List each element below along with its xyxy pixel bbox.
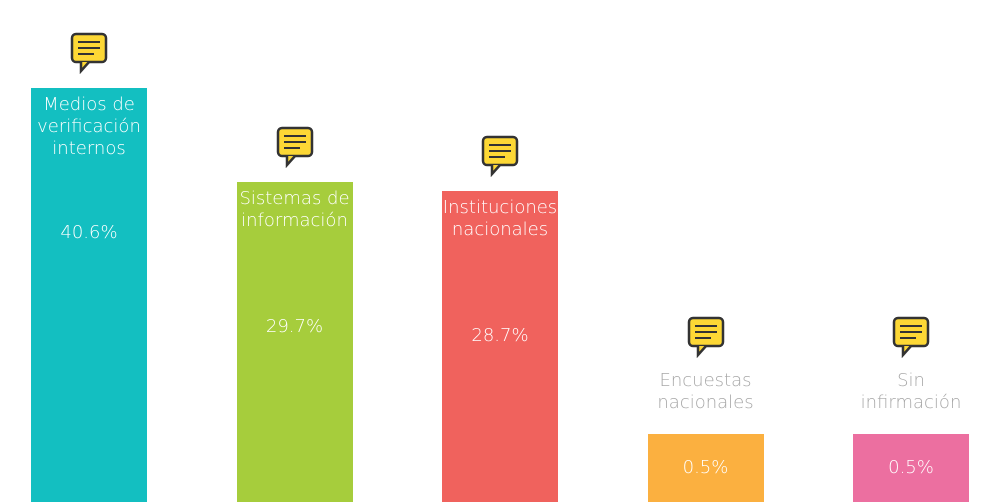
bar [647,434,764,502]
category-label: Sin infirmación [860,370,962,413]
value-label: 0.5% [682,457,729,478]
value-label: 29.7% [265,316,324,338]
bar [31,88,147,502]
bar [236,182,353,502]
value-label: 0.5% [888,457,934,478]
value-label: 28.7% [471,324,529,346]
icon [687,316,724,358]
category-label: Medios de verificación internos [37,94,141,159]
bar [853,434,969,502]
icon [276,126,313,169]
icon [481,135,519,177]
category-label: Encuestas nacionales [657,370,754,413]
icon [70,32,108,74]
icon [892,316,930,358]
category-label: Sistemas de información [239,188,350,232]
value-label: 40.6% [60,222,118,243]
bar [442,190,558,502]
category-label: Instituciones nacionales [442,196,558,240]
